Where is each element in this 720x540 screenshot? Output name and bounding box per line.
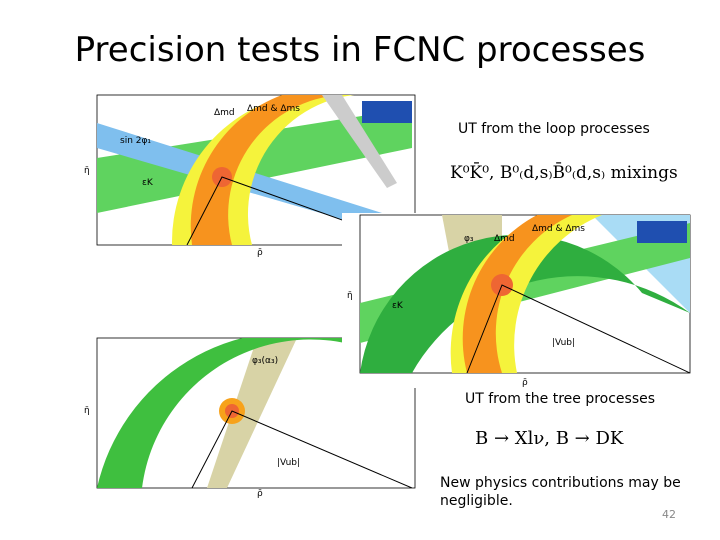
- band: [190, 95, 342, 245]
- x-label: ρ̄: [522, 378, 528, 388]
- band: [97, 338, 412, 488]
- plot-label: |Vub|: [552, 338, 575, 348]
- x-label: ρ̄: [257, 248, 263, 258]
- plot-label: sin 2φ₁: [120, 136, 151, 146]
- y-label: η̄: [347, 291, 353, 301]
- page-number: 42: [662, 508, 676, 521]
- note: New physics contributions may be negligi…: [440, 475, 681, 509]
- band: [360, 234, 690, 373]
- plot-label: Δmd & Δms: [247, 104, 300, 114]
- plot-loop: sin 2φ₁ εK Δmd Δmd & Δms ρ̄ η̄: [84, 94, 416, 258]
- slide-title: Precision tests in FCNC processes: [74, 30, 646, 70]
- logo: [637, 221, 687, 243]
- band: [207, 338, 297, 488]
- plot-label: εK: [142, 178, 154, 188]
- plot-label: φ₃(α₃): [252, 356, 278, 366]
- loop-formula: K⁰K̄⁰, B⁰₍d,s₎B̄⁰₍d,s₎ mixings: [450, 163, 678, 183]
- y-label: η̄: [84, 166, 90, 176]
- plot-label: Δmd & Δms: [532, 224, 585, 234]
- loop-heading: UT from the loop processes: [458, 121, 650, 137]
- plot-label: φ₃: [464, 234, 474, 244]
- band: [462, 215, 572, 373]
- x-label: ρ̄: [257, 489, 263, 498]
- plot-label: εK: [392, 301, 404, 311]
- plot-combined: φ₃ Δmd Δmd & Δms εK |Vub| ρ̄ η̄: [342, 213, 692, 388]
- triangle: [191, 410, 413, 488]
- band: [322, 95, 397, 188]
- triangle: [466, 284, 690, 373]
- tree-heading: UT from the tree processes: [465, 391, 656, 407]
- plot-label: |Vub|: [277, 458, 300, 468]
- y-label: η̄: [84, 406, 90, 416]
- tree-formula: B → Xlν, B → DK: [475, 428, 624, 449]
- plot-label: Δmd: [214, 108, 235, 118]
- logo: [362, 101, 412, 123]
- plot-label: Δmd: [494, 234, 515, 244]
